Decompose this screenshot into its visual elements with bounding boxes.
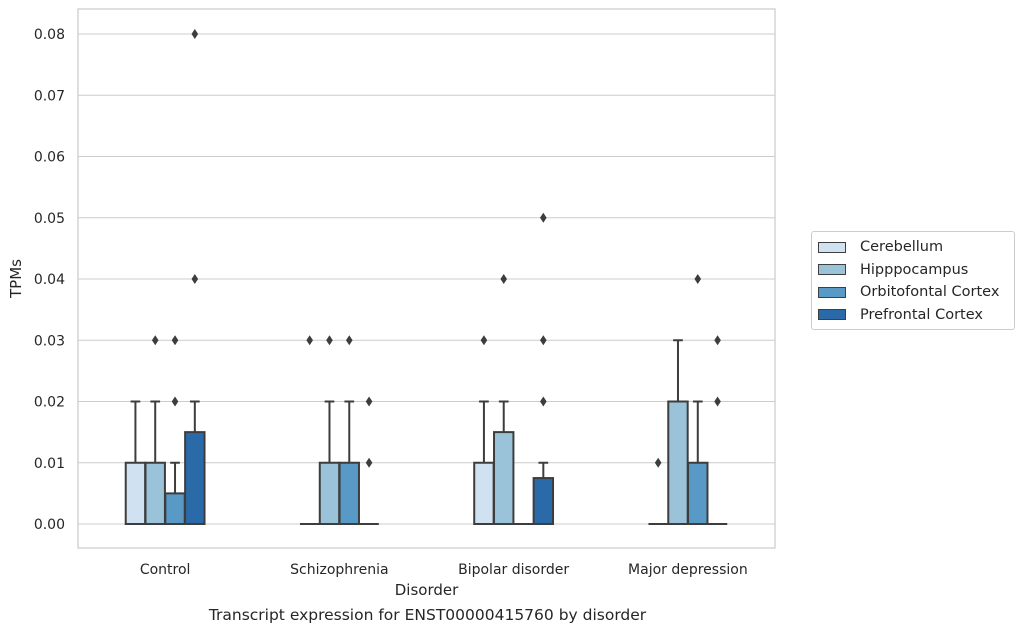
outlier-marker (694, 274, 702, 284)
box-hipppocampus (493, 274, 515, 525)
box-hipppocampus (318, 335, 341, 525)
y-tick-label: 0.06 (34, 150, 65, 166)
outlier-marker (654, 457, 662, 468)
box-cerebellum (648, 457, 668, 525)
legend-swatch (818, 241, 846, 253)
outlier-marker (191, 29, 199, 39)
outlier-marker (500, 274, 508, 284)
box-series (124, 29, 728, 525)
y-tick-labels: 0.00 0.01 0.02 0.03 0.04 0.05 0.06 0.07 0.08 (34, 27, 65, 533)
outlier-marker (345, 335, 353, 346)
legend-label: Cerebellum (860, 239, 944, 256)
box-prefrontal-cortex (184, 29, 206, 525)
box-body (164, 492, 186, 525)
box-cerebellum (473, 335, 495, 525)
box-body (532, 477, 555, 525)
x-tick-label: Schizophrenia (290, 562, 388, 578)
x-axis-label: Disorder (395, 581, 459, 599)
legend-swatch (818, 264, 846, 276)
plot-frame (77, 8, 776, 549)
box-orbitofontal-cortex (164, 335, 186, 525)
box-orbitofontal-cortex (687, 274, 709, 525)
outlier-marker (540, 335, 547, 346)
outlier-marker (326, 335, 333, 346)
outlier-marker (540, 396, 547, 407)
x-tick-label: Major depression (628, 562, 748, 578)
outlier-marker (171, 396, 179, 407)
legend-item: Orbitofontal Cortex (812, 281, 1014, 304)
box-hipppocampus (144, 335, 166, 525)
y-tick-label: 0.07 (34, 88, 65, 104)
outlier-marker (480, 335, 488, 346)
y-tick-label: 0.04 (34, 272, 65, 288)
chart-caption: Transcript expression for ENST0000041576… (208, 606, 647, 624)
box-prefrontal-cortex (359, 396, 379, 525)
box-body (124, 461, 147, 525)
box-body (338, 461, 360, 525)
y-tick-label: 0.03 (34, 333, 65, 349)
box-body (473, 461, 495, 525)
outlier-marker (540, 212, 547, 223)
box-orbitofontal-cortex (338, 335, 360, 525)
outlier-marker (714, 396, 721, 407)
legend-swatch (818, 309, 846, 321)
y-axis-label: TPMs (7, 259, 25, 299)
x-tick-label: Bipolar disorder (458, 562, 569, 578)
outlier-marker (365, 396, 373, 407)
box-body (144, 461, 166, 525)
box-body (493, 431, 515, 525)
outlier-marker (714, 335, 721, 346)
box-prefrontal-cortex (707, 335, 728, 525)
legend-item: Cerebellum (812, 236, 1014, 259)
y-tick-label: 0.08 (34, 27, 65, 43)
outlier-marker (171, 335, 179, 346)
box-body (687, 461, 709, 525)
legend-item: Prefrontal Cortex (812, 304, 1014, 327)
box-body (184, 431, 206, 525)
x-tick-labels: Control Schizophrenia Bipolar disorder Majo… (140, 562, 748, 578)
box-body (667, 400, 689, 525)
box-hipppocampus (667, 339, 689, 525)
y-tick-label: 0.05 (34, 211, 65, 227)
outlier-marker (191, 274, 199, 284)
y-tick-label: 0.01 (34, 456, 65, 472)
legend-label: Orbitofontal Cortex (860, 284, 1000, 301)
box-cerebellum (124, 400, 147, 525)
outlier-marker (306, 335, 313, 346)
legend-swatch (818, 286, 846, 298)
legend-label: Hipppocampus (860, 261, 969, 278)
box-body (318, 461, 341, 525)
box-cerebellum (299, 335, 320, 525)
y-tick-label: 0.02 (34, 395, 65, 411)
legend-label: Prefrontal Cortex (860, 306, 983, 323)
y-tick-label: 0.00 (34, 517, 65, 533)
x-tick-label: Control (140, 562, 191, 578)
outlier-marker (365, 457, 373, 468)
legend-item: Hipppocampus (812, 259, 1014, 282)
legend: Cerebellum Hipppocampus Orbitofontal Corte… (811, 231, 1015, 330)
outlier-marker (151, 335, 159, 346)
box-prefrontal-cortex (532, 212, 555, 525)
